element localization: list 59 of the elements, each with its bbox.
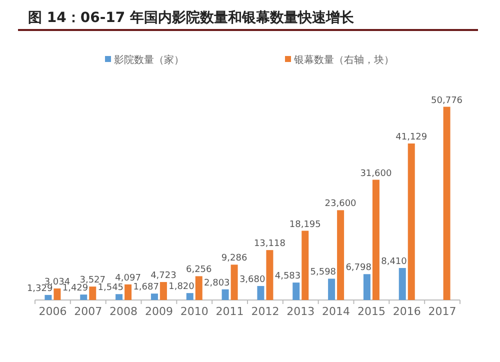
bar <box>116 294 123 300</box>
bar <box>80 294 88 300</box>
x-tick-label: 2014 <box>322 305 350 318</box>
data-label: 1,687 <box>133 282 159 293</box>
data-label: 4,723 <box>150 271 176 282</box>
bar <box>337 210 344 300</box>
bar <box>328 278 336 300</box>
data-label: 6,798 <box>346 263 372 274</box>
x-tick-label: 2010 <box>180 305 208 318</box>
x-tick-label: 2013 <box>286 305 315 318</box>
data-label: 50,776 <box>431 96 463 106</box>
bar <box>44 294 52 300</box>
data-label: 23,600 <box>324 199 357 210</box>
bar <box>195 276 202 300</box>
x-tick-label: 2006 <box>38 305 67 318</box>
legend-label: 银幕数量（右轴，块） <box>293 54 394 66</box>
data-label: 31,600 <box>360 168 392 179</box>
data-label: 1,429 <box>62 284 88 294</box>
bar <box>54 288 61 300</box>
data-label: 9,286 <box>221 254 248 264</box>
bar <box>150 294 158 300</box>
bar <box>302 230 309 300</box>
bar <box>89 286 96 300</box>
bar <box>443 106 450 300</box>
bar <box>186 293 194 300</box>
data-label: 4,583 <box>274 272 301 282</box>
bar <box>372 180 380 300</box>
data-label: 4,097 <box>115 273 141 284</box>
x-tick-label: 2012 <box>251 305 280 318</box>
x-tick-label: 2011 <box>216 305 244 318</box>
legend-label: 影院数量（家） <box>114 54 184 66</box>
bar <box>363 274 370 300</box>
bar <box>266 250 274 300</box>
data-label: 3,680 <box>239 274 266 285</box>
x-tick-label: 2008 <box>110 305 138 318</box>
title: 图 14：06-17 年国内影院数量和银幕数量快速增长 <box>28 10 354 26</box>
data-label: 6,256 <box>186 265 212 276</box>
bar <box>124 284 132 300</box>
x-tick-label: 2009 <box>144 305 173 318</box>
data-label: 2,803 <box>204 278 230 288</box>
data-label: 1,820 <box>168 282 195 292</box>
x-tick-label: 2017 <box>428 305 456 318</box>
bar <box>230 264 238 300</box>
data-label: 41,129 <box>396 132 428 142</box>
data-label: 13,118 <box>254 239 286 250</box>
bar <box>408 143 415 300</box>
data-label: 1,545 <box>98 283 124 294</box>
x-tick-label: 2016 <box>392 305 421 318</box>
data-label: 18,195 <box>289 220 321 230</box>
bar <box>257 286 264 300</box>
x-tick-label: 2015 <box>357 305 386 318</box>
x-tick-label: 2007 <box>74 305 102 318</box>
bar <box>292 282 300 300</box>
data-label: 8,410 <box>381 256 408 267</box>
bar <box>222 289 229 300</box>
bar <box>160 282 167 300</box>
bar <box>398 268 406 300</box>
data-label: 1,329 <box>26 284 53 294</box>
data-label: 5,598 <box>310 268 336 278</box>
